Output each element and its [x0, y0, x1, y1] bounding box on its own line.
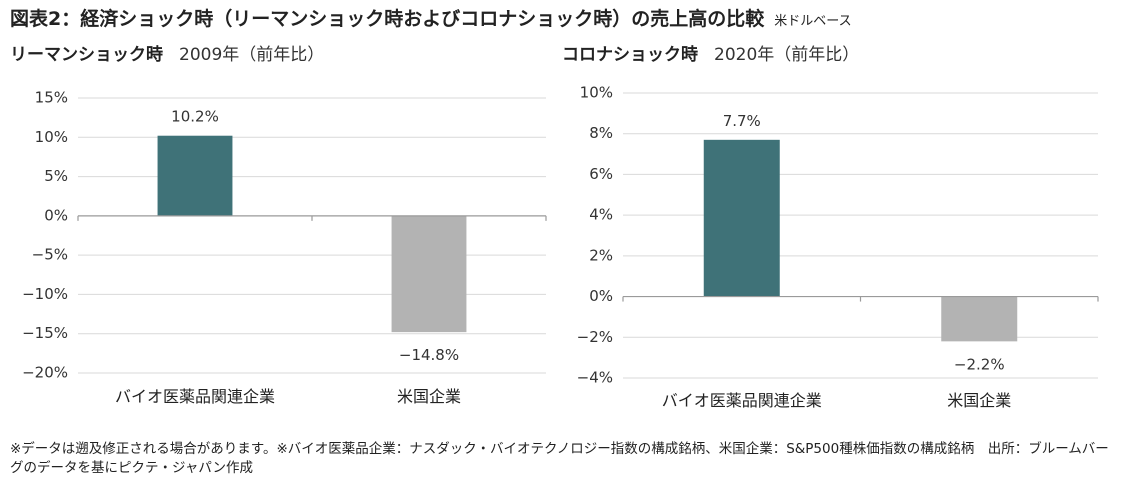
left-chart-subtitle: リーマンショック時 2009年（前年比） — [10, 40, 324, 65]
right-bar-chart: 10% 8% 6% 4% 2% 0% −2% −4% 7.7% バイオ医薬品関連企業 −2.2% 米国… — [577, 84, 1099, 410]
y-tick-label: 0% — [44, 206, 68, 224]
right-chart-period: 2020年（前年比） — [714, 45, 860, 65]
y-tick-label: −2% — [577, 328, 613, 346]
y-tick-label: −4% — [577, 369, 613, 387]
bar-bio-pharma — [703, 139, 780, 297]
y-tick-label: 8% — [589, 124, 613, 142]
y-tick-label: −15% — [22, 324, 68, 342]
y-tick-label: −10% — [22, 285, 68, 303]
data-label: −14.8% — [399, 346, 459, 364]
left-chart-title: リーマンショック時 — [10, 45, 163, 65]
y-tick-label: 10% — [35, 128, 68, 146]
data-label: 10.2% — [171, 108, 219, 126]
y-tick-label: 5% — [44, 167, 68, 185]
bar-us-companies — [391, 215, 467, 333]
y-tick-label: 15% — [35, 89, 68, 107]
y-tick-label: 2% — [589, 246, 613, 264]
y-tick-label: 0% — [589, 287, 613, 305]
data-label: 7.7% — [723, 112, 761, 130]
category-label: 米国企業 — [947, 391, 1011, 410]
right-chart-title: コロナショック時 — [562, 45, 698, 65]
category-label: バイオ医薬品関連企業 — [115, 387, 275, 406]
right-chart-subtitle: コロナショック時 2020年（前年比） — [562, 40, 859, 65]
footnote: ※データは遡及修正される場合があります。※バイオ医薬品企業：ナスダック・バイオテ… — [10, 441, 1109, 476]
y-tick-label: 10% — [580, 84, 613, 102]
left-bar-chart: 15% 10% 5% 0% −5% −10% −15% −20% 10.2% バイオ医薬品関連企業… — [22, 89, 547, 406]
category-label: 米国企業 — [397, 387, 461, 406]
y-tick-label: −5% — [32, 246, 68, 264]
bar-us-companies — [941, 296, 1018, 342]
left-chart-panel: 15% 10% 5% 0% −5% −10% −15% −20% 10.2% バイオ医薬品関連企業… — [0, 75, 560, 425]
data-label: −2.2% — [954, 355, 1005, 373]
right-chart-panel: 10% 8% 6% 4% 2% 0% −2% −4% 7.7% バイオ医薬品関連企業 −2.2% 米国… — [548, 75, 1118, 425]
y-tick-label: −20% — [22, 364, 68, 382]
bar-bio-pharma — [157, 135, 233, 216]
category-label: バイオ医薬品関連企業 — [662, 391, 822, 410]
figure-title: 図表2：経済ショック時（リーマンショック時およびコロナショック時）の売上高の比較… — [10, 4, 852, 31]
y-tick-label: 4% — [589, 206, 613, 224]
y-tick-label: 6% — [589, 165, 613, 183]
left-chart-period: 2009年（前年比） — [179, 45, 325, 65]
figure-title-text: 図表2：経済ショック時（リーマンショック時およびコロナショック時）の売上高の比較 — [10, 8, 765, 30]
unit-note: 米ドルベース — [774, 14, 852, 29]
